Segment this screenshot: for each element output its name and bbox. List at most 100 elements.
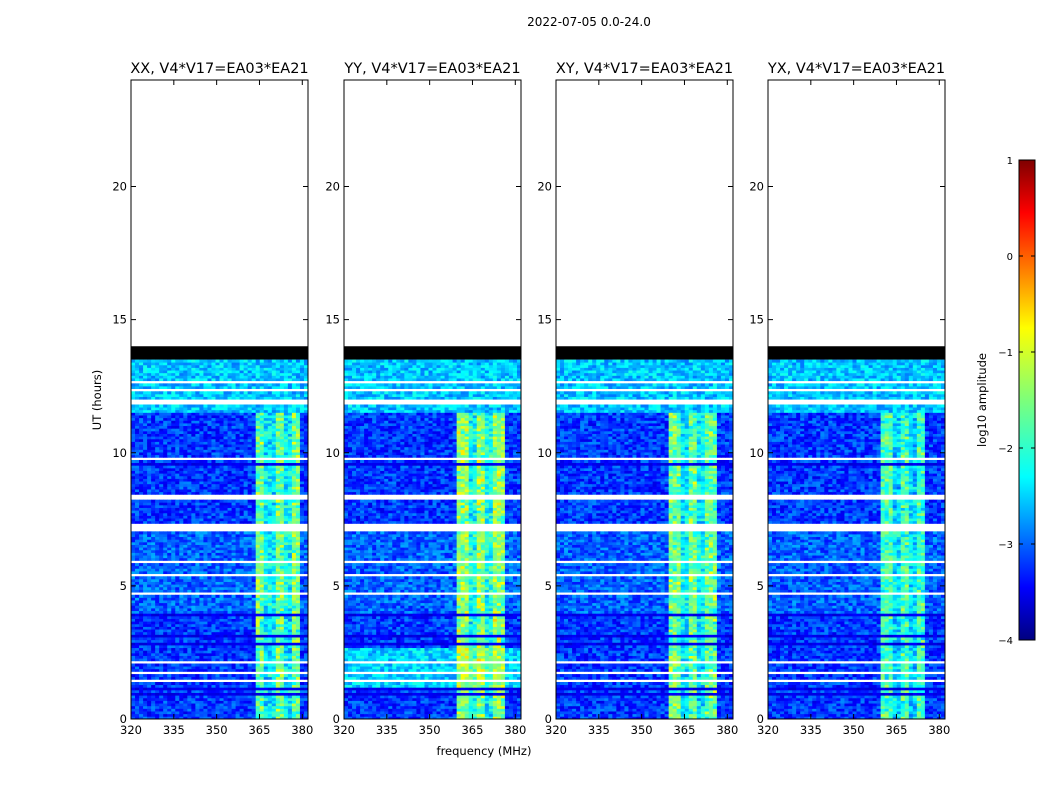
heatmap-cell — [179, 391, 184, 395]
heatmap-cell — [159, 491, 164, 495]
heatmap-cell — [203, 473, 208, 477]
heatmap-cell — [299, 623, 305, 627]
heatmap-cell — [207, 623, 212, 627]
heatmap-cell — [223, 544, 228, 548]
heatmap-cell — [303, 684, 309, 688]
heatmap-cell — [271, 605, 277, 609]
heatmap-cell — [255, 467, 261, 471]
heatmap-cell — [303, 663, 309, 667]
heatmap-cell — [171, 600, 176, 604]
heatmap-cell — [147, 645, 152, 649]
heatmap-cell — [187, 637, 192, 641]
heatmap-cell — [223, 613, 228, 617]
heatmap-cell — [171, 415, 176, 419]
heatmap-cell — [131, 565, 136, 569]
heatmap-cell — [303, 629, 309, 633]
heatmap-cell — [163, 655, 168, 659]
heatmap-cell — [151, 650, 156, 654]
heatmap-cell — [287, 407, 293, 411]
heatmap-cell — [247, 708, 253, 712]
heatmap-cell — [195, 375, 200, 379]
heatmap-cell — [191, 658, 196, 662]
heatmap-cell — [163, 684, 168, 688]
heatmap-cell — [135, 483, 140, 487]
heatmap-cell — [227, 584, 232, 588]
heatmap-cell — [147, 689, 152, 693]
heatmap-cell — [199, 444, 204, 448]
heatmap-cell — [143, 621, 148, 625]
heatmap-cell — [167, 547, 172, 551]
heatmap-cell — [151, 510, 156, 514]
heatmap-cell — [183, 465, 188, 469]
heatmap-cell — [195, 705, 200, 709]
heatmap-cell — [159, 594, 164, 598]
heatmap-cell — [203, 489, 208, 493]
heatmap-cell — [195, 647, 200, 651]
heatmap-cell — [171, 499, 176, 503]
heatmap-cell — [207, 520, 212, 524]
heatmap-cell — [295, 510, 301, 514]
heatmap-cell — [163, 510, 168, 514]
heatmap-cell — [259, 716, 265, 720]
heatmap-cell — [275, 534, 281, 538]
heatmap-cell — [295, 584, 301, 588]
heatmap-cell — [195, 473, 200, 477]
heatmap-cell — [147, 544, 152, 548]
heatmap-cell — [227, 623, 232, 627]
heatmap-cell — [215, 462, 220, 466]
heatmap-cell — [227, 711, 232, 715]
heatmap-cell — [235, 568, 241, 572]
heatmap-cell — [251, 687, 257, 691]
heatmap-cell — [271, 425, 277, 429]
heatmap-cell — [255, 436, 261, 440]
heatmap-cell — [143, 689, 148, 693]
heatmap-cell — [199, 642, 204, 646]
heatmap-cell — [139, 555, 144, 559]
heatmap-cell — [223, 623, 228, 627]
heatmap-cell — [171, 668, 176, 672]
heatmap-cell — [255, 674, 261, 678]
heatmap-cell — [215, 700, 220, 704]
heatmap-cell — [295, 391, 301, 395]
heatmap-cell — [231, 444, 236, 448]
heatmap-cell — [275, 438, 281, 442]
heatmap-cell — [207, 491, 212, 495]
heatmap-cell — [179, 470, 184, 474]
heatmap-cell — [291, 621, 297, 625]
heatmap-cell — [255, 578, 261, 582]
heatmap-cell — [191, 441, 196, 445]
heatmap-cell — [187, 510, 192, 514]
heatmap-cell — [187, 481, 192, 485]
heatmap-cell — [147, 454, 152, 458]
heatmap-cell — [291, 623, 297, 627]
heatmap-cell — [203, 409, 208, 413]
heatmap-cell — [283, 689, 289, 693]
heatmap-cell — [199, 428, 204, 432]
heatmap-cell — [195, 412, 200, 416]
heatmap-cell — [219, 645, 224, 649]
heatmap-cell — [135, 666, 140, 670]
heatmap-cell — [267, 689, 273, 693]
heatmap-cell — [163, 602, 168, 606]
heatmap-cell — [179, 689, 184, 693]
heatmap-cell — [199, 454, 204, 458]
heatmap-cell — [275, 600, 281, 604]
heatmap-cell — [195, 658, 200, 662]
heatmap-cell — [199, 597, 204, 601]
heatmap-cell — [143, 623, 148, 627]
heatmap-cell — [263, 499, 269, 503]
heatmap-cell — [163, 449, 168, 453]
heatmap-cell — [155, 613, 160, 617]
heatmap-cell — [243, 610, 249, 614]
heatmap-cell — [279, 637, 285, 641]
heatmap-cell — [155, 520, 160, 524]
heatmap-cell — [219, 594, 224, 598]
heatmap-cell — [199, 618, 204, 622]
heatmap-cell — [155, 436, 160, 440]
heatmap-cell — [235, 642, 241, 646]
heatmap-cell — [143, 436, 148, 440]
heatmap-cell — [167, 613, 172, 617]
heatmap-cell — [295, 430, 301, 434]
heatmap-cell — [139, 571, 144, 575]
heatmap-cell — [175, 446, 180, 450]
